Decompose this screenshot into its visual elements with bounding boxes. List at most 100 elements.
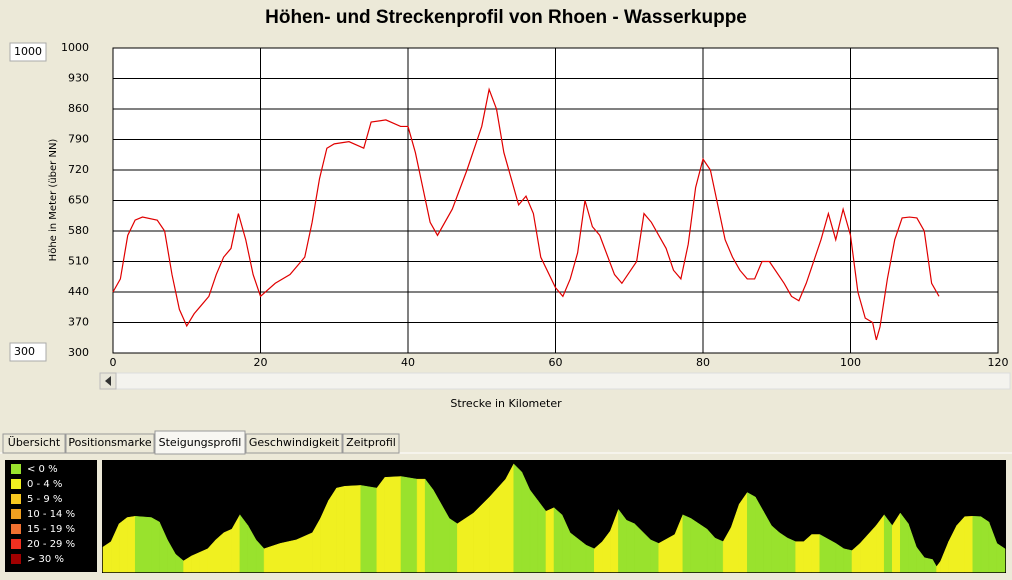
slope-segment [215,532,225,573]
slope-segment [924,557,933,573]
slope-segment [505,463,514,573]
y-axis-label: Höhe in Meter (über NN) [48,139,59,262]
y-max-value: 1000 [14,45,42,58]
x-tick-label: 60 [549,356,563,369]
slope-segment [400,476,418,573]
slope-segment [151,517,160,573]
elevation-line [112,87,940,341]
y-tick-label: 930 [68,72,89,85]
slope-segment [521,471,531,573]
y-tick-label: 1000 [61,41,89,54]
tab-label: Übersicht [8,436,61,449]
x-axis-label: Strecke in Kilometer [450,397,562,410]
slope-segment [296,532,313,573]
y-tick-label: 300 [68,346,89,359]
legend-label: 10 - 14 % [27,509,75,520]
slope-segment [328,487,337,573]
slope-segment [223,528,233,573]
slope-segment [134,516,152,573]
y-tick-label: 650 [68,194,89,207]
slope-segment [424,478,434,573]
slope-segment [513,463,523,573]
slope-segment [618,508,627,573]
tab-label: Zeitprofil [346,436,396,449]
slope-segment [344,485,361,573]
slope-segment [126,515,136,573]
slope-segment [457,512,474,573]
legend-swatch [11,464,21,474]
y-tick-label: 790 [68,133,89,146]
slope-segment [376,476,386,573]
legend-label: 0 - 4 % [27,479,62,490]
tab-label: Positionsmarke [68,436,152,449]
tab-label: Steigungsprofil [159,436,242,449]
arrow-icon [105,376,111,386]
scrollbar[interactable] [99,372,1011,390]
slope-segment [553,507,563,573]
slope-segment [336,485,345,573]
y-min-field[interactable] [9,342,47,362]
y-tick-label: 370 [68,316,89,329]
chart-title: Höhen- und Streckenprofil von Rhoen - Wa… [265,7,747,28]
slope-segment [795,541,804,573]
slope-segment [360,485,378,573]
x-tick-label: 80 [696,356,710,369]
slope-segment [747,492,756,573]
legend-swatch [11,479,21,489]
slope-segment [102,541,112,573]
y-max-field[interactable] [9,42,47,62]
tab[interactable] [342,433,400,454]
tab[interactable] [65,433,155,454]
y-tick-label: 440 [68,285,89,298]
slope-segment [199,548,208,573]
slope-segment [835,542,845,573]
slope-segment [416,478,426,573]
slope-segment [787,537,796,573]
y-tick-label: 720 [68,163,89,176]
legend-label: 5 - 9 % [27,494,62,505]
x-tick-label: 40 [401,356,415,369]
legend-swatch [11,524,21,534]
slope-segment [626,519,635,573]
slope-segment [191,551,200,573]
slope-segment [771,525,780,573]
slope-segment [432,488,442,573]
x-tick-label: 120 [988,356,1009,369]
legend-label: < 0 % [27,464,58,475]
y-tick-label: 510 [68,255,89,268]
slope-segment [980,516,990,573]
legend-swatch [11,554,21,564]
legend-swatch [11,539,21,549]
slope-segment [545,507,555,573]
tab[interactable] [245,433,343,454]
slope-segment [972,516,982,573]
slope-segment [449,517,458,573]
tab[interactable] [2,433,66,454]
x-tick-label: 0 [110,356,117,369]
slope-segment [956,515,965,573]
slope-segment [811,534,821,573]
slope-segment [279,539,297,573]
slope-segment [650,539,659,573]
slope-segment [738,491,748,573]
slope-segment [585,544,595,573]
legend-label: 15 - 19 % [27,524,75,535]
slope-segment [682,514,692,573]
slope-segment [714,537,724,573]
tab[interactable] [154,430,246,455]
legend-swatch [11,494,21,504]
plot-frame [112,47,999,354]
slope-segment [529,489,539,573]
legend-label: > 30 % [27,554,64,565]
y-tick-label: 580 [68,224,89,237]
slope-segment [996,542,1006,573]
slope-segment [537,499,547,573]
slope-segment [118,517,128,573]
slope-segment [900,512,909,573]
slope-segment [964,516,974,573]
legend-label: 20 - 29 % [27,539,75,550]
x-tick-label: 100 [840,356,861,369]
slope-segment [779,532,788,573]
